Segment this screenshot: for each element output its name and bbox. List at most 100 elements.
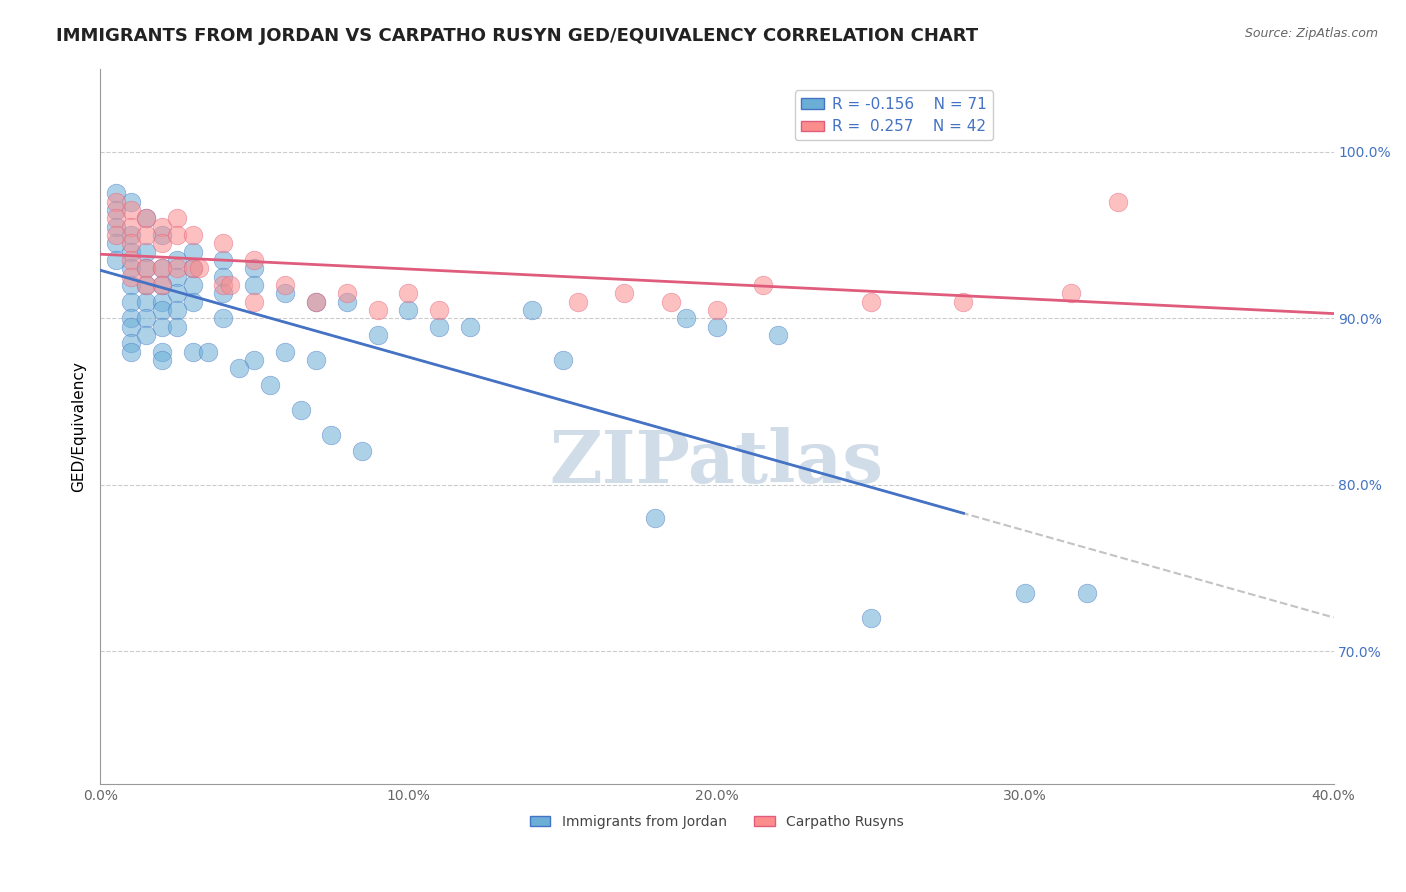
Point: [120, 202, 142, 217]
Point: [150, 261, 173, 276]
Point: [1076, 586, 1098, 600]
Point: [520, 302, 543, 317]
Point: [336, 286, 359, 301]
Point: [567, 294, 589, 309]
Point: [1014, 586, 1036, 600]
Point: [135, 277, 157, 292]
Point: [166, 227, 188, 242]
Point: [305, 352, 328, 367]
Point: [181, 344, 204, 359]
Point: [135, 227, 157, 242]
Point: [150, 344, 173, 359]
Point: [1107, 194, 1129, 209]
Point: [768, 327, 790, 342]
Point: [398, 302, 420, 317]
Point: [135, 294, 157, 309]
Point: [321, 427, 343, 442]
Point: [104, 194, 127, 209]
Point: [150, 352, 173, 367]
Point: [243, 294, 266, 309]
Point: [104, 186, 127, 201]
Point: [135, 327, 157, 342]
Point: [120, 252, 142, 267]
Point: [150, 302, 173, 317]
Point: [212, 311, 235, 326]
Point: [150, 277, 173, 292]
Point: [150, 261, 173, 276]
Point: [644, 511, 666, 525]
Point: [274, 277, 297, 292]
Point: [135, 244, 157, 259]
Point: [243, 252, 266, 267]
Point: [243, 277, 266, 292]
Point: [120, 277, 142, 292]
Point: [104, 236, 127, 251]
Point: [120, 269, 142, 284]
Text: Source: ZipAtlas.com: Source: ZipAtlas.com: [1244, 27, 1378, 40]
Point: [675, 311, 697, 326]
Point: [305, 294, 328, 309]
Point: [104, 252, 127, 267]
Point: [305, 294, 328, 309]
Point: [166, 211, 188, 226]
Point: [135, 211, 157, 226]
Point: [166, 286, 188, 301]
Point: [135, 261, 157, 276]
Point: [150, 277, 173, 292]
Point: [120, 261, 142, 276]
Point: [120, 294, 142, 309]
Point: [104, 211, 127, 226]
Point: [120, 319, 142, 334]
Point: [427, 319, 450, 334]
Point: [218, 277, 240, 292]
Point: [181, 244, 204, 259]
Point: [352, 444, 374, 458]
Point: [181, 227, 204, 242]
Point: [212, 236, 235, 251]
Point: [706, 302, 728, 317]
Point: [120, 344, 142, 359]
Point: [135, 277, 157, 292]
Point: [212, 286, 235, 301]
Point: [212, 269, 235, 284]
Point: [120, 227, 142, 242]
Point: [427, 302, 450, 317]
Point: [120, 194, 142, 209]
Point: [274, 286, 297, 301]
Point: [659, 294, 682, 309]
Point: [228, 361, 250, 376]
Point: [166, 302, 188, 317]
Point: [952, 294, 974, 309]
Point: [859, 294, 882, 309]
Point: [367, 302, 389, 317]
Point: [150, 227, 173, 242]
Point: [150, 236, 173, 251]
Point: [166, 261, 188, 276]
Point: [551, 352, 574, 367]
Point: [706, 319, 728, 334]
Point: [274, 344, 297, 359]
Point: [181, 261, 204, 276]
Point: [104, 219, 127, 234]
Point: [166, 252, 188, 267]
Point: [613, 286, 636, 301]
Point: [1060, 286, 1083, 301]
Point: [197, 344, 219, 359]
Point: [166, 319, 188, 334]
Point: [104, 227, 127, 242]
Point: [259, 377, 281, 392]
Point: [367, 327, 389, 342]
Point: [181, 294, 204, 309]
Point: [290, 402, 312, 417]
Point: [243, 352, 266, 367]
Point: [120, 336, 142, 351]
Point: [458, 319, 481, 334]
Y-axis label: GED/Equivalency: GED/Equivalency: [72, 361, 86, 491]
Point: [212, 252, 235, 267]
Point: [120, 311, 142, 326]
Text: IMMIGRANTS FROM JORDAN VS CARPATHO RUSYN GED/EQUIVALENCY CORRELATION CHART: IMMIGRANTS FROM JORDAN VS CARPATHO RUSYN…: [56, 27, 979, 45]
Point: [135, 311, 157, 326]
Point: [181, 277, 204, 292]
Text: ZIPatlas: ZIPatlas: [550, 426, 884, 498]
Point: [120, 219, 142, 234]
